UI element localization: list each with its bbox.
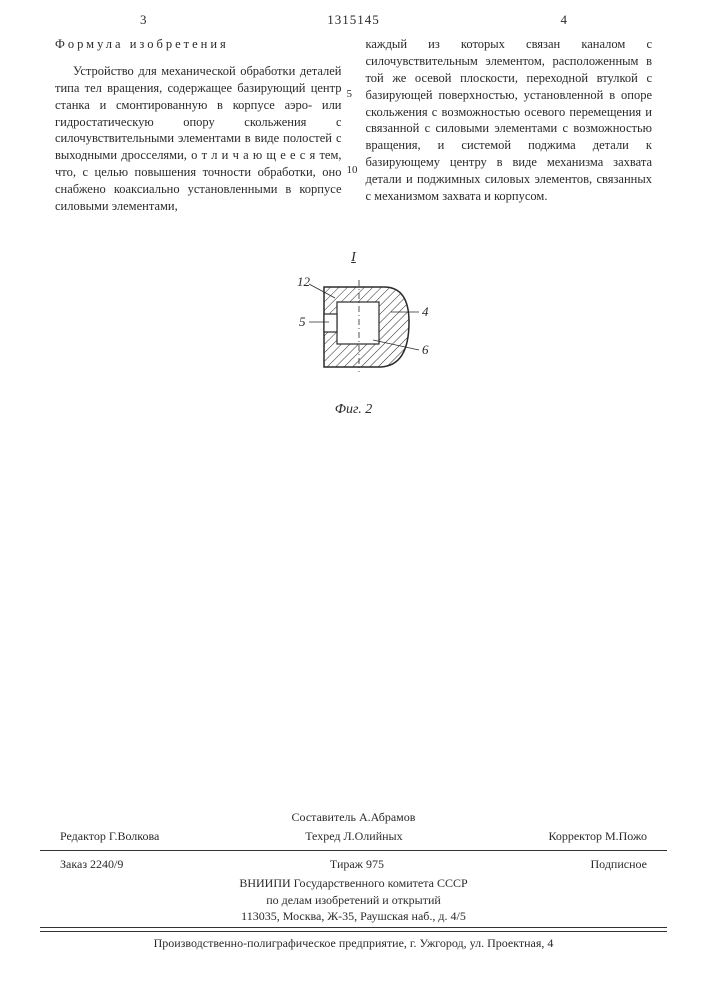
editor: Редактор Г.Волкова [60, 828, 159, 845]
line-marker-5: 5 [347, 88, 353, 100]
label-5: 5 [299, 314, 306, 329]
org-line-2: по делам изобретений и открытий [40, 892, 667, 909]
printer-line: Производственно-полиграфическое предприя… [40, 935, 667, 952]
left-column: Формула изобретения Устройство для механ… [55, 36, 342, 215]
inner-cavity [337, 302, 379, 344]
page-num-left: 3 [140, 12, 147, 28]
text-columns: Формула изобретения Устройство для механ… [55, 36, 652, 215]
divider-2 [40, 927, 667, 928]
tech-editor: Техред Л.Олийных [305, 828, 402, 845]
formula-title: Формула изобретения [55, 36, 342, 53]
order-number: Заказ 2240/9 [60, 856, 123, 873]
org-line-1: ВНИИПИ Государственного комитета СССР [40, 875, 667, 892]
figure-caption: Фиг. 2 [0, 402, 707, 418]
right-paragraph: каждый из которых связан каналом с силоч… [366, 36, 653, 205]
right-column: каждый из которых связан каналом с силоч… [366, 36, 653, 215]
figure-area: I 12 5 4 6 Фиг. 2 [0, 250, 707, 418]
document-number: 1315145 [327, 12, 380, 28]
divider-3 [40, 931, 667, 932]
order-row: Заказ 2240/9 Тираж 975 Подписное [40, 854, 667, 875]
corrector: Корректор М.Пожо [548, 828, 647, 845]
figure-svg: 12 5 4 6 [269, 272, 439, 392]
left-slot [324, 314, 337, 332]
label-4: 4 [422, 304, 429, 319]
page-num-right: 4 [561, 12, 568, 28]
label-6: 6 [422, 342, 429, 357]
address-line: 113035, Москва, Ж-35, Раушская наб., д. … [40, 908, 667, 925]
credits-row: Редактор Г.Волкова Техред Л.Олийных Корр… [40, 826, 667, 847]
tirazh: Тираж 975 [330, 856, 384, 873]
compiler-line: Составитель А.Абрамов [40, 809, 667, 826]
figure-svg-wrap: 12 5 4 6 [269, 272, 439, 396]
section-label: I [0, 250, 707, 266]
podpisnoe: Подписное [591, 856, 648, 873]
line-marker-10: 10 [347, 164, 358, 176]
label-12: 12 [297, 274, 311, 289]
left-paragraph: Устройство для механической обработки де… [55, 63, 342, 215]
imprint-block: Составитель А.Абрамов Редактор Г.Волкова… [40, 809, 667, 952]
divider-1 [40, 850, 667, 851]
